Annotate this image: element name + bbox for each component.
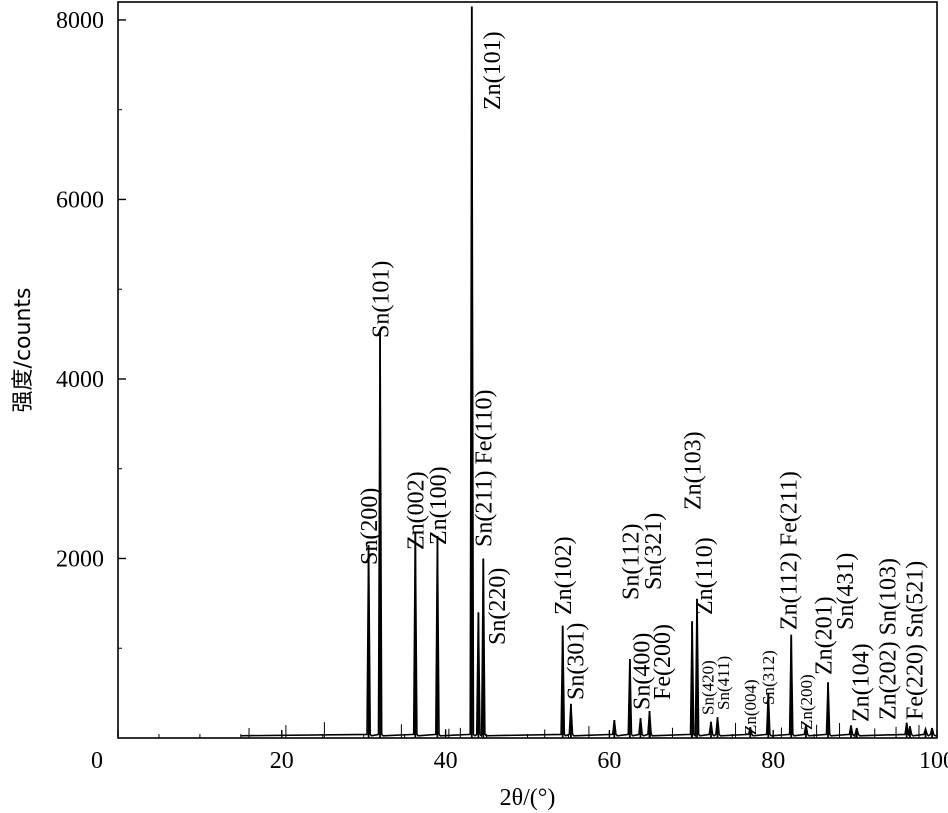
peak-annotations: Sn(200) Sn(101) Zn(002)Zn(100) Zn(101) Sn(21…	[357, 31, 928, 735]
peak-annotation: Sn(112)	[618, 524, 644, 600]
peak-annotation: Sn(312)	[759, 650, 778, 705]
peak-annotation: Sn(301)	[563, 623, 589, 700]
peak-annotation: Sn(420)	[699, 660, 718, 715]
peak-annotation: Sn(101)	[368, 261, 394, 338]
peak-annotation: Fe(220) Sn(521)	[902, 561, 928, 720]
y-tick-label: 4000	[56, 367, 104, 393]
peak-annotation: Sn(431)	[833, 553, 859, 630]
x-tick-label: 80	[761, 748, 785, 774]
x-tick-label: 60	[597, 748, 621, 774]
peak-annotation: Zn(002)	[404, 471, 430, 550]
peak-annotation: Zn(102)	[551, 536, 577, 615]
x-tick-label: 0	[91, 748, 103, 774]
x-tick-label: 100	[919, 748, 948, 774]
peak-annotation: Sn(400)	[630, 633, 656, 710]
peak-annotation: Fe(200)	[650, 624, 676, 700]
y-ticks: 2000 4000 6000 8000	[56, 8, 126, 649]
y-tick-label: 6000	[56, 187, 104, 213]
peak-annotation: Zn(100)	[426, 466, 452, 545]
peak-annotation: Zn(101)	[480, 31, 506, 110]
peak-annotation: Sn(321)	[641, 513, 667, 590]
y-tick-label: 8000	[56, 8, 104, 34]
peak-annotation: Zn(202) Sn(103)	[875, 558, 901, 720]
peak-annotation: Zn(200)	[797, 674, 816, 730]
peak-annotation: Zn(103)	[681, 431, 707, 510]
peak-annotation: Sn(211) Fe(110)	[472, 389, 498, 547]
x-ticks: 0 20 40 60 80 100	[91, 730, 948, 774]
peak-annotation: Sn(200)	[357, 488, 383, 565]
peak-annotation: Zn(112) Fe(211)	[776, 471, 802, 630]
peak-annotation: Zn(201)	[812, 596, 838, 675]
peaks	[248, 6, 933, 738]
peak-annotation: Zn(004)	[741, 679, 760, 735]
y-axis-label: 强度/counts	[11, 288, 36, 413]
peak-annotation: Zn(110)	[692, 537, 718, 615]
peak-annotation: Sn(220)	[485, 568, 511, 645]
x-axis-label: 2θ/(°)	[500, 785, 556, 811]
y-tick-label: 2000	[56, 546, 104, 572]
peak-annotation: Sn(411)	[714, 656, 733, 710]
x-tick-label: 40	[434, 748, 458, 774]
x-tick-label: 20	[270, 748, 294, 774]
peak-annotation: Zn(104)	[848, 643, 874, 722]
